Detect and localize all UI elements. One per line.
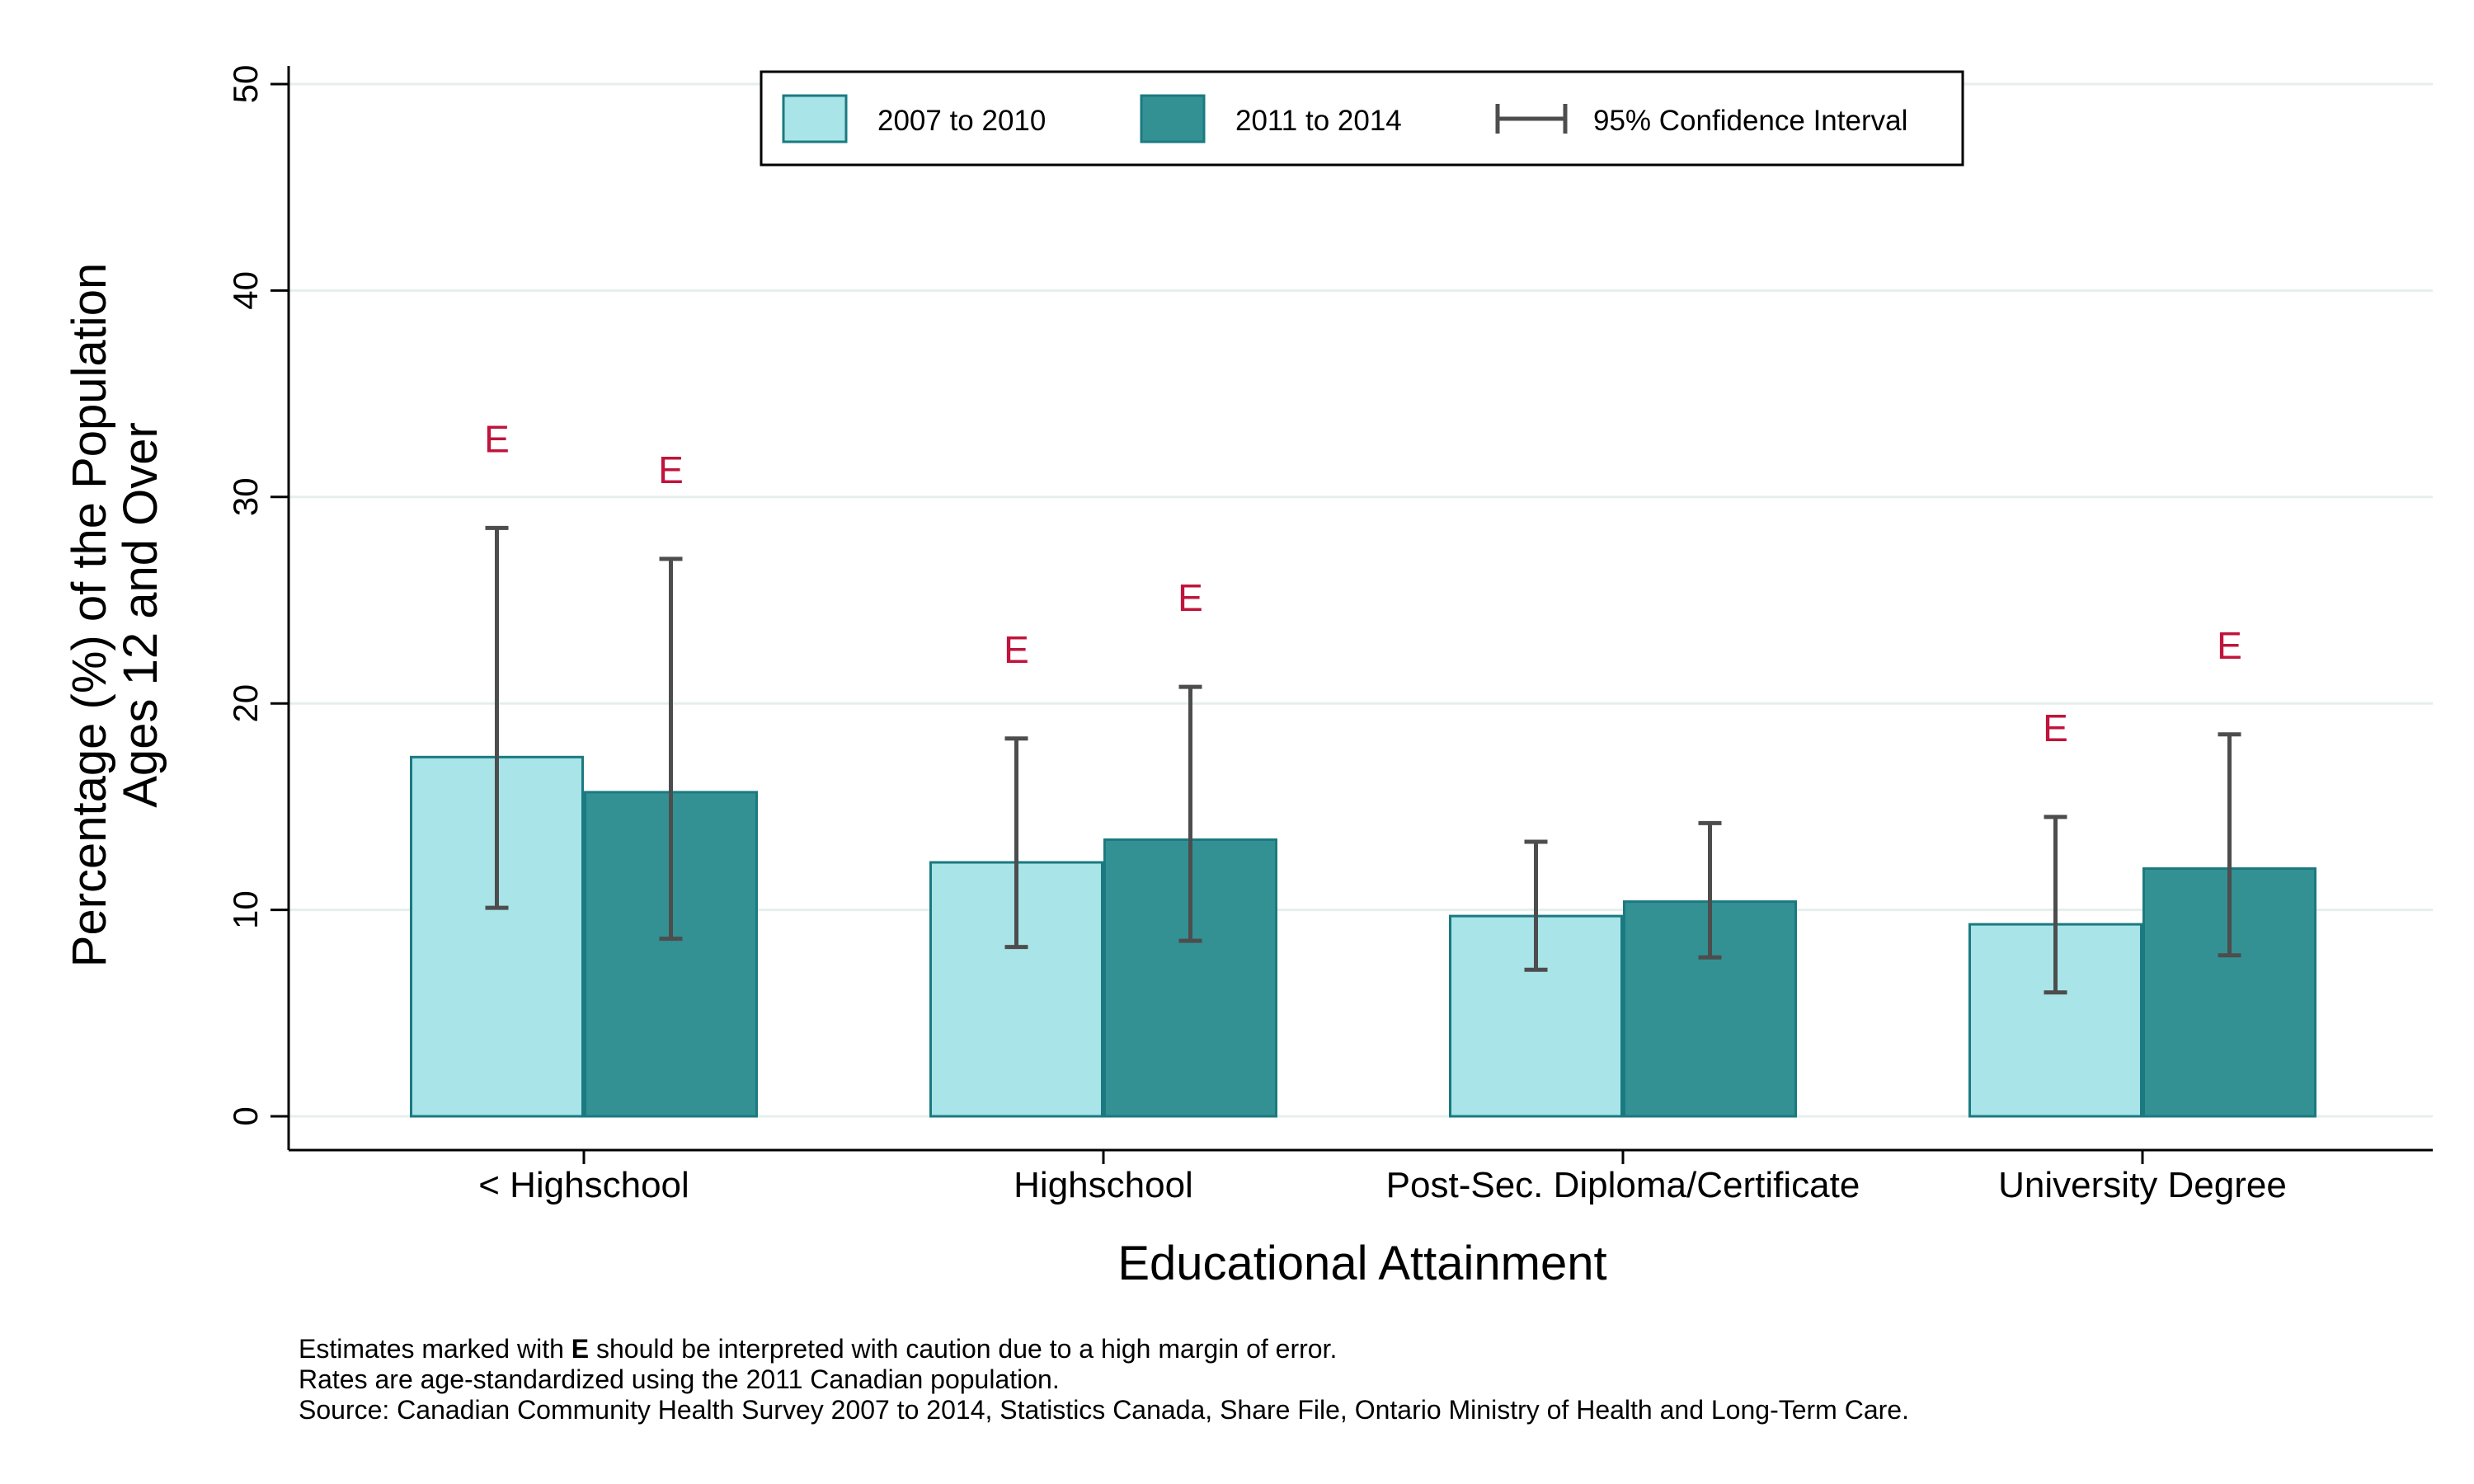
estimate-flag: E	[484, 417, 510, 460]
x-axis-title: Educational Attainment	[1117, 1237, 1606, 1290]
y-tick-label: 40	[226, 271, 265, 310]
y-axis-title-line-1: Percentage (%) of the Population	[63, 263, 116, 967]
legend-box	[760, 70, 1964, 167]
estimate-flag: E	[1178, 576, 1203, 619]
y-tick-label: 50	[226, 65, 265, 104]
x-category-label: Highschool	[1014, 1165, 1193, 1205]
legend-label-2011-2014: 2011 to 2014	[1235, 105, 1402, 137]
footnote-standardization: Rates are age-standardized using the 201…	[299, 1364, 1060, 1394]
legend-swatch-2007-2010	[782, 94, 848, 143]
legend-ci-symbol	[1495, 104, 1568, 134]
x-category-label: University Degree	[1998, 1165, 2287, 1205]
axes	[287, 66, 2433, 1152]
footnote-estimates: Estimates marked with E should be interp…	[299, 1334, 1338, 1364]
legend-label-confidence-interval: 95% Confidence Interval	[1593, 105, 1907, 137]
y-tick-label: 30	[226, 477, 265, 516]
footnotes: Estimates marked with E should be interp…	[299, 1334, 1909, 1425]
legend-swatch-2011-2014	[1140, 94, 1206, 143]
estimate-flag: E	[658, 448, 684, 491]
y-tick-label: 10	[226, 890, 265, 929]
legend-label-2007-2010: 2007 to 2010	[877, 105, 1046, 137]
y-ticks: 0 10 20 30 40 50	[226, 65, 289, 1126]
footnote-source: Source: Canadian Community Health Survey…	[299, 1395, 1909, 1425]
x-category-label: Post-Sec. Diploma/Certificate	[1386, 1165, 1860, 1205]
estimate-flags: E E E E E E	[484, 417, 2242, 749]
estimate-flag: E	[1004, 628, 1029, 671]
x-category-label: < Highschool	[478, 1165, 689, 1205]
y-axis-title-line-2: Ages 12 and Over	[114, 422, 167, 808]
y-tick-label: 20	[226, 684, 265, 723]
y-tick-label: 0	[226, 1106, 265, 1125]
estimate-flag: E	[2217, 624, 2242, 667]
footnote-e-marker: E	[571, 1334, 590, 1364]
bars	[410, 755, 2316, 1118]
estimate-flag: E	[2043, 707, 2068, 749]
y-axis-title: Percentage (%) of the Population Ages 12…	[63, 263, 167, 967]
x-category-labels: < Highschool Highschool Post-Sec. Diploma/…	[478, 1150, 2287, 1205]
confidence-intervals	[485, 525, 2241, 995]
legend: 2007 to 2010 2011 to 2014 95% Confidence…	[760, 70, 1964, 167]
